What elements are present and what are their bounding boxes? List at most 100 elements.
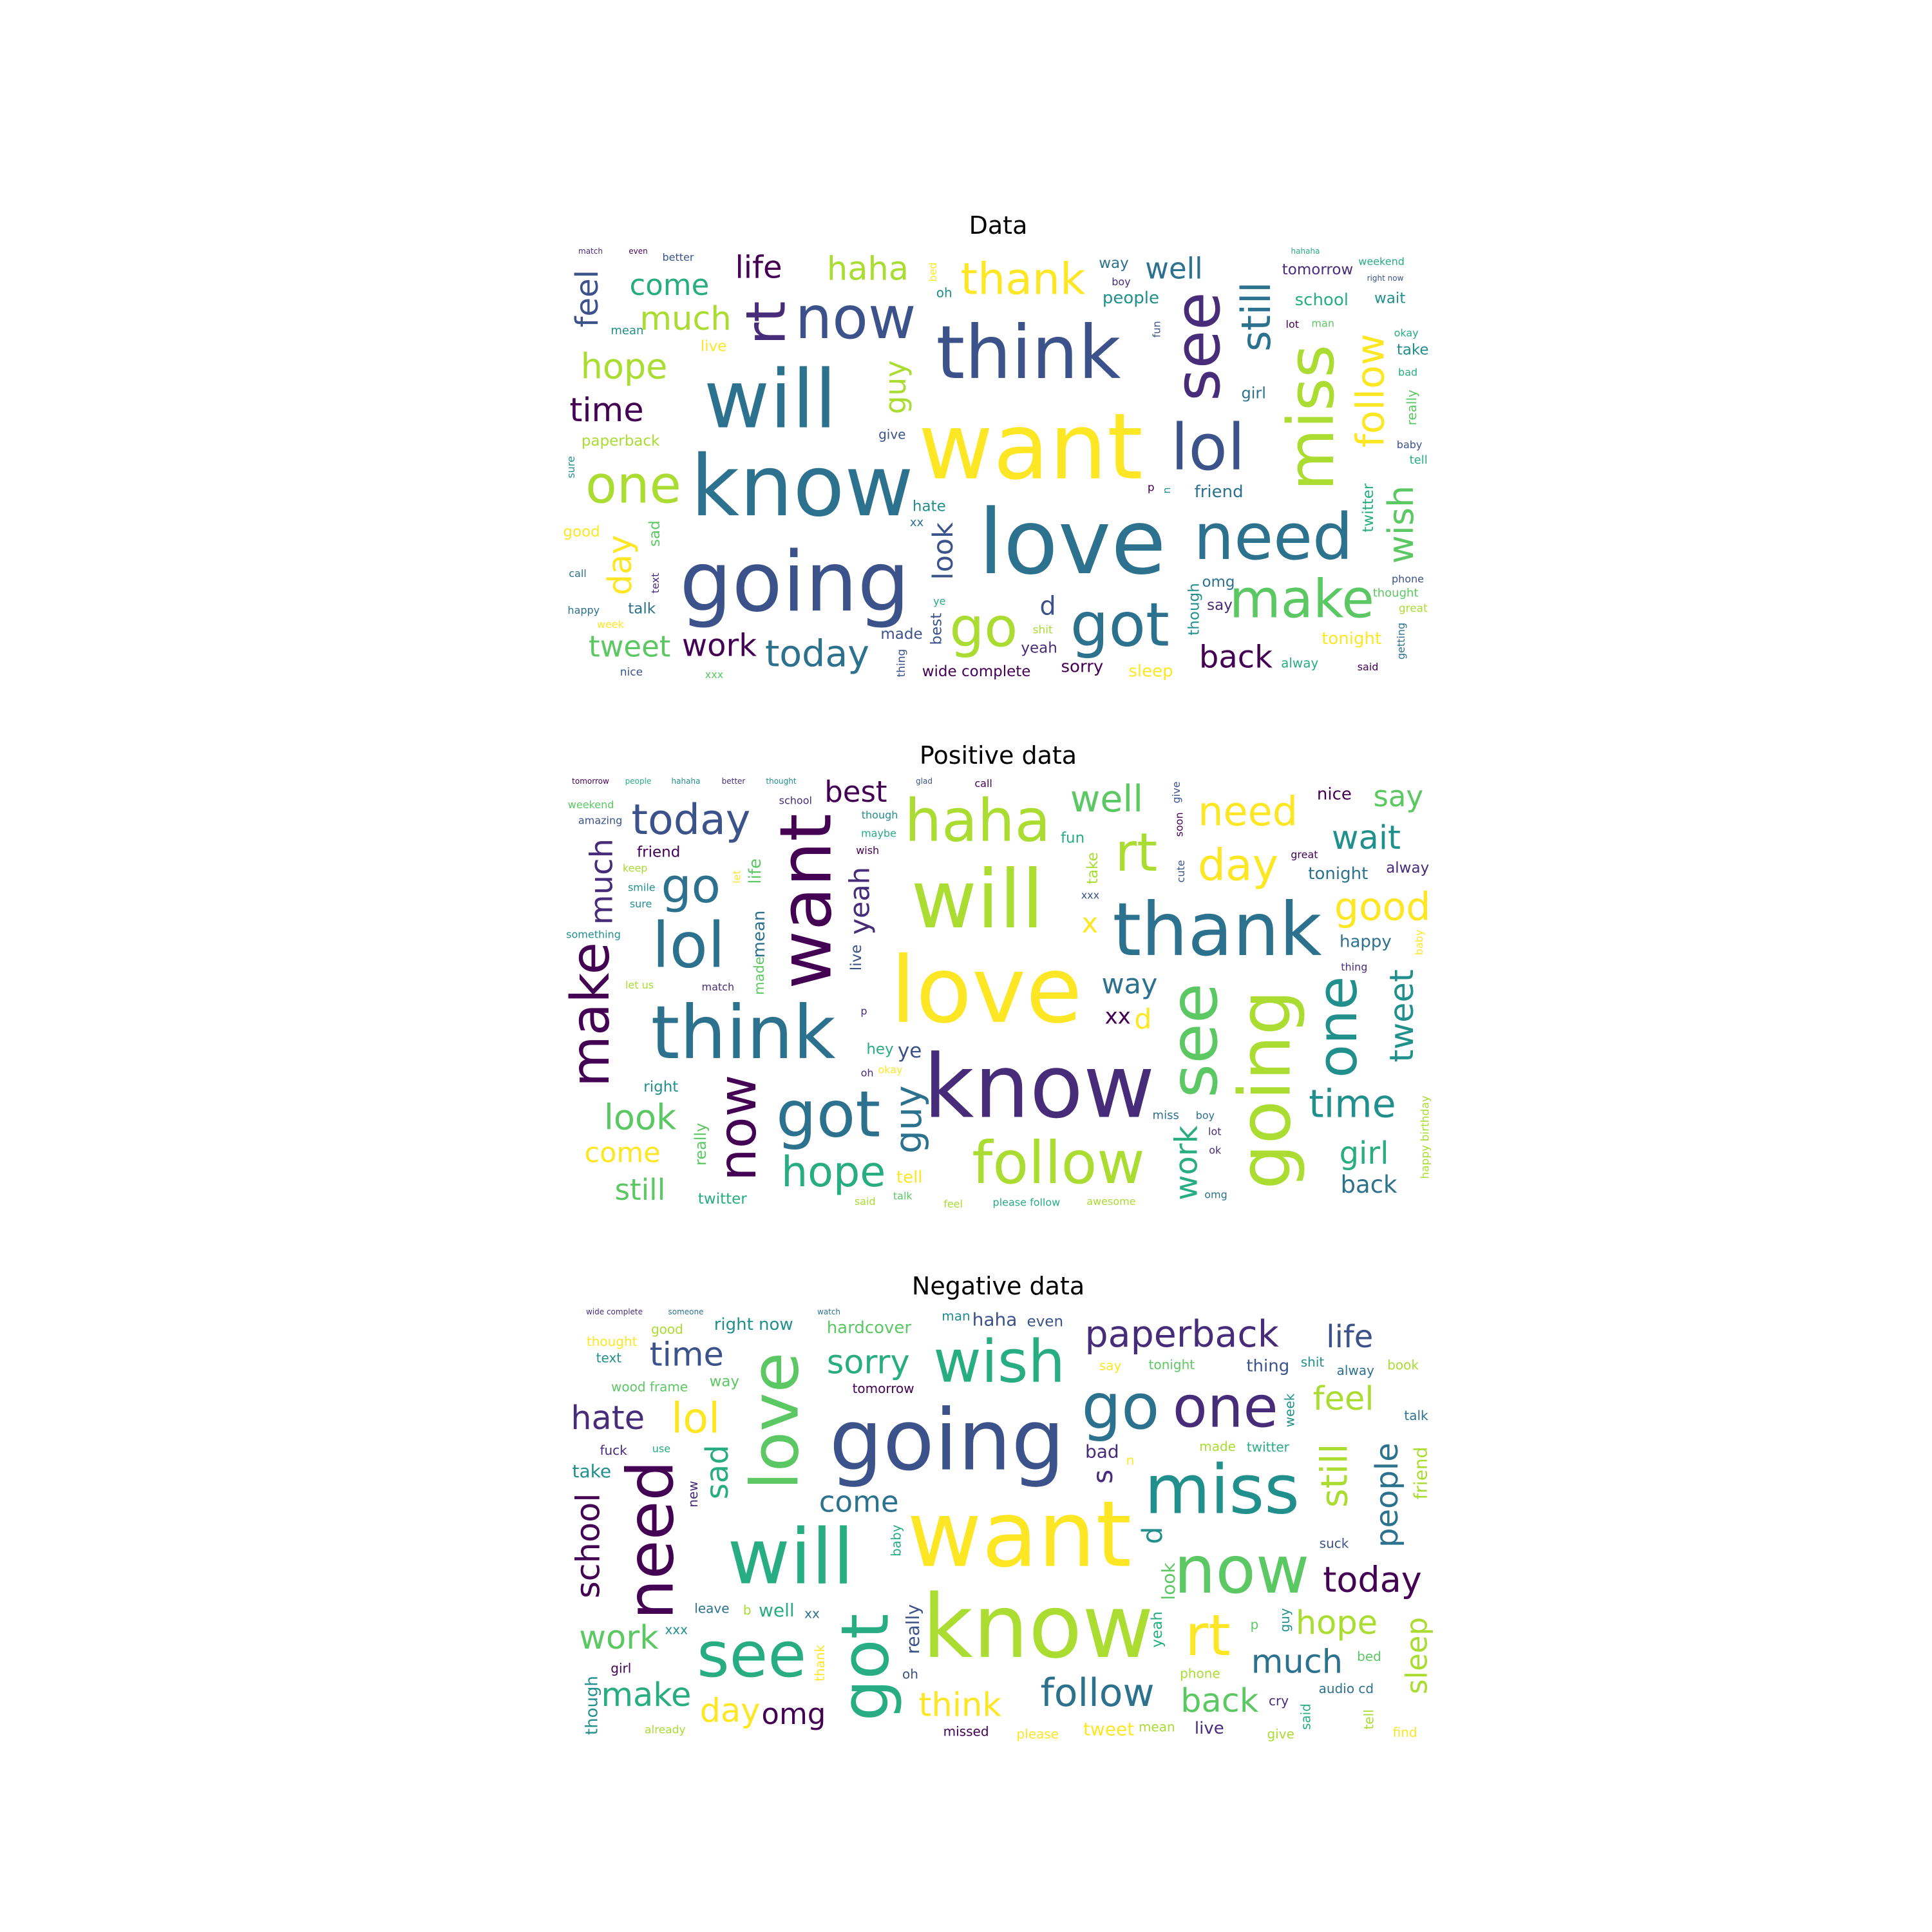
word-life: life [735, 250, 782, 286]
word-omg: omg [761, 1697, 826, 1731]
word-talk: talk [893, 1189, 913, 1202]
word-make: make [560, 942, 621, 1087]
word-ok: ok [1209, 1144, 1222, 1156]
word-right: right [643, 1079, 678, 1095]
word-week: week [597, 618, 625, 630]
wordcloud-panel-negative: Negative data want know going will miss now lo… [560, 1272, 1436, 1743]
word-people: people [1103, 289, 1159, 308]
word-back: back [1199, 639, 1273, 676]
word-text: text [649, 573, 661, 594]
word-okay: okay [1394, 327, 1419, 339]
word-feel: feel [569, 270, 605, 327]
word-love: love [891, 938, 1083, 1044]
word-bed: bed [927, 262, 939, 281]
word-xx: xx [910, 516, 924, 529]
word-p: p [860, 1005, 867, 1018]
word-thought: thought [766, 777, 796, 786]
word-thing: thing [1246, 1357, 1289, 1376]
word-keep: keep [623, 862, 648, 874]
word-better: better [722, 777, 746, 786]
word-paperback: paperback [1084, 1313, 1278, 1356]
word-back: back [1341, 1171, 1398, 1198]
word-xx: xx [804, 1606, 820, 1622]
word-hate: hate [571, 1399, 645, 1437]
word-fun: fun [1061, 830, 1084, 847]
word-paperback: paperback [582, 433, 660, 450]
word-will: will [911, 853, 1044, 947]
wordcloud-panel-data: Data want love know going will think lol miss ne… [560, 211, 1436, 683]
word-need: need [614, 1461, 688, 1620]
word-girl: girl [611, 1660, 631, 1676]
word-hope: hope [781, 1148, 886, 1197]
word-good: good [651, 1321, 683, 1337]
word-maybe: maybe [861, 827, 896, 839]
word-d: d [1137, 1526, 1169, 1544]
word-hate: hate [913, 498, 946, 515]
word-tweet: tweet [589, 630, 670, 664]
word-alway: alway [1337, 1363, 1374, 1378]
word-give: give [878, 426, 905, 442]
word-friend: friend [1195, 482, 1244, 502]
word-wish: wish [856, 844, 879, 857]
word-bad: bad [1398, 366, 1417, 379]
word-xx: xx [1105, 1003, 1131, 1029]
word-work: work [579, 1619, 659, 1657]
word-s: s [1087, 1470, 1119, 1484]
word-smile: smile [628, 882, 656, 894]
word-wide-complete: wide complete [922, 663, 1031, 680]
word-tell: tell [1410, 453, 1428, 467]
word-still: still [1233, 282, 1280, 352]
word-one: one [585, 455, 681, 515]
word-amazing: amazing [578, 815, 622, 827]
word-tonight: tonight [1308, 864, 1368, 884]
word-miss: miss [1153, 1108, 1179, 1122]
word-ye: ye [898, 1039, 922, 1063]
word-rt: rt [1185, 1602, 1231, 1669]
word-want: want [918, 394, 1143, 500]
word-see: see [697, 1618, 806, 1691]
word-though: though [583, 1676, 602, 1735]
word-talk: talk [628, 601, 656, 618]
word-p: p [1251, 1616, 1259, 1632]
word-xxx: xxx [705, 668, 723, 681]
word-tomorrow: tomorrow [572, 777, 609, 786]
word-will: will [704, 354, 837, 447]
word-people: people [1369, 1443, 1405, 1548]
word-one: one [1173, 1374, 1278, 1440]
word-watch: watch [817, 1307, 840, 1316]
word-tweet: tweet [1383, 969, 1421, 1062]
word-school: school [779, 795, 812, 807]
word-wood-frame: wood frame [611, 1379, 688, 1395]
word-book: book [1387, 1358, 1419, 1373]
word-fun: fun [1151, 321, 1163, 337]
word-sleep: sleep [1400, 1617, 1434, 1694]
word-sorry: sorry [827, 1344, 910, 1382]
wordcloud-negative: want know going will miss now love got need go see… [560, 1305, 1436, 1743]
word-tonight: tonight [1149, 1357, 1195, 1372]
word-mean: mean [750, 911, 769, 958]
word-girl: girl [1340, 1135, 1389, 1171]
word-take: take [1397, 341, 1429, 358]
word-really: really [692, 1123, 710, 1166]
word-live: live [1195, 1719, 1224, 1738]
panel-title: Negative data [911, 1272, 1085, 1300]
word-already: already [645, 1724, 685, 1737]
word-leave: leave [694, 1601, 729, 1616]
word-let-us: let us [625, 979, 654, 991]
word-wish: wish [1381, 486, 1421, 564]
word-awesome: awesome [1086, 1195, 1135, 1208]
word-see: see [1156, 983, 1233, 1098]
word-go: go [661, 858, 721, 914]
word-happy-birthday: happy birthday [1419, 1095, 1432, 1179]
word-please: please [1017, 1726, 1059, 1741]
word-baby: baby [1397, 439, 1423, 451]
word-life: life [1326, 1319, 1373, 1355]
word-best: best [929, 613, 945, 645]
word-life: life [746, 858, 765, 884]
word-go: go [1082, 1370, 1160, 1443]
word-man: man [1311, 317, 1334, 329]
word-twitter: twitter [1247, 1439, 1290, 1455]
word-much: much [584, 838, 620, 925]
word-live: live [848, 945, 865, 971]
word-know: know [690, 437, 913, 535]
